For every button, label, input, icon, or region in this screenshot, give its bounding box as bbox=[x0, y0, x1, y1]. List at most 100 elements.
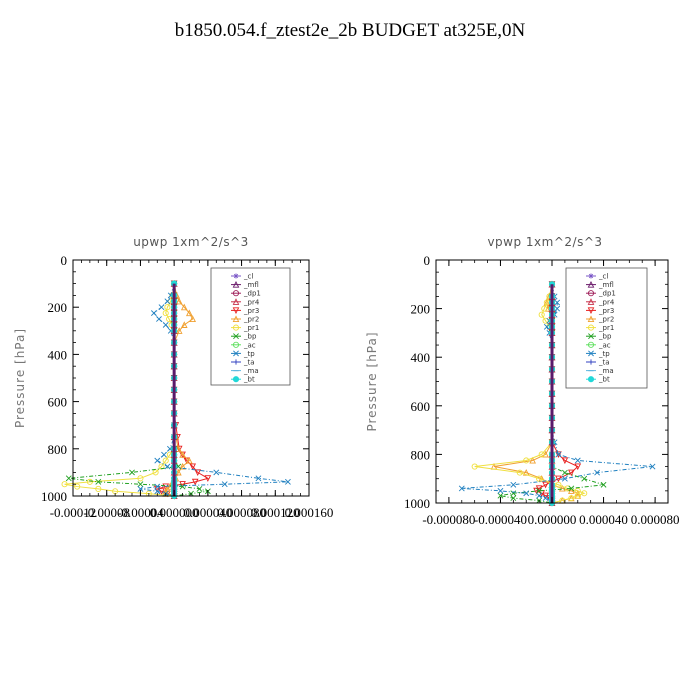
legend-marker bbox=[233, 333, 239, 340]
y-tick-label: 800 bbox=[48, 442, 68, 457]
chart-title: vpwp 1xm^2/s^3 bbox=[487, 235, 602, 249]
legend-label: _pr2 bbox=[243, 316, 259, 324]
x-tick-label: 0.000120 bbox=[251, 505, 300, 520]
legend-label: _tp bbox=[598, 350, 610, 358]
series-group bbox=[61, 279, 291, 500]
legend-marker bbox=[232, 280, 240, 288]
series-group bbox=[458, 280, 656, 507]
data-point_pr1 bbox=[137, 475, 144, 482]
data-point_tp bbox=[649, 463, 656, 470]
x-tick-label: -0.00008 bbox=[83, 505, 130, 520]
y-tick-label: 800 bbox=[411, 447, 431, 462]
data-point_tp bbox=[543, 323, 550, 330]
y-tick-label: 0 bbox=[424, 253, 431, 268]
data-point_bp bbox=[179, 483, 186, 490]
series-line_pr1 bbox=[64, 283, 175, 497]
data-point_tp bbox=[161, 451, 167, 458]
data-point_bp bbox=[561, 469, 568, 476]
data-point_tp bbox=[158, 304, 165, 311]
data-point_bp bbox=[196, 486, 203, 492]
data-point_pr3 bbox=[158, 488, 165, 495]
data-point_tp bbox=[150, 310, 157, 317]
data-point_bp bbox=[600, 481, 607, 488]
data-point_pr1 bbox=[74, 483, 81, 490]
y-tick-label: 0 bbox=[61, 253, 68, 268]
data-point_tp bbox=[523, 490, 530, 497]
data-point_pr3 bbox=[204, 475, 212, 482]
data-point_bp bbox=[581, 475, 588, 482]
data-point_pr3 bbox=[189, 463, 197, 471]
legend-marker bbox=[232, 324, 240, 331]
x-tick-label: 0.000080 bbox=[631, 512, 680, 527]
data-point_pr2 bbox=[189, 315, 197, 323]
data-point_tp bbox=[137, 486, 144, 492]
legend-marker bbox=[587, 307, 595, 315]
data-point_bp bbox=[497, 492, 504, 499]
data-point_pr2 bbox=[175, 327, 183, 334]
legend-marker bbox=[587, 280, 595, 288]
x-tick-label: -0.00012 bbox=[50, 505, 97, 520]
legend-label: _dp1 bbox=[243, 290, 261, 298]
legend-label: _ta bbox=[598, 359, 610, 367]
y-axis-label: Pressure [hPa] bbox=[13, 328, 27, 428]
legend-label: _dp1 bbox=[598, 290, 616, 298]
legend-marker bbox=[588, 273, 594, 279]
data-point_pr2 bbox=[558, 484, 566, 492]
data-point_pr1 bbox=[164, 304, 171, 311]
data-point_pr1 bbox=[568, 495, 575, 502]
data-point_pr1 bbox=[162, 310, 169, 317]
y-tick-label: 200 bbox=[411, 302, 431, 317]
data-point_tp bbox=[162, 321, 169, 328]
legend-label: _pr3 bbox=[243, 307, 259, 315]
legend: _cl_mfl_dp1_pr4_pr3_pr2_pr1_bp_ac_tp_ta_… bbox=[565, 267, 648, 389]
legend: _cl_mfl_dp1_pr4_pr3_pr2_pr1_bp_ac_tp_ta_… bbox=[210, 267, 291, 386]
data-point_bp bbox=[510, 495, 517, 502]
data-point_pr1 bbox=[162, 457, 169, 464]
legend-marker bbox=[232, 315, 240, 323]
data-point_pr2 bbox=[179, 451, 186, 458]
legend-marker bbox=[232, 376, 240, 383]
legend-marker bbox=[587, 376, 595, 383]
data-point_pr2 bbox=[568, 487, 575, 494]
data-point_tp bbox=[458, 485, 465, 492]
legend-marker bbox=[588, 350, 594, 357]
data-point_tp bbox=[255, 475, 262, 482]
legend-label: _ta bbox=[243, 359, 255, 367]
legend-label: _bp bbox=[243, 333, 257, 341]
legend-marker bbox=[232, 341, 240, 348]
legend-label: _bp bbox=[598, 333, 612, 341]
data-point_pr1 bbox=[555, 481, 562, 488]
x-tick-label: -0.00004 bbox=[117, 505, 164, 520]
y-tick-label: 1000 bbox=[404, 496, 430, 511]
data-point_pr2 bbox=[522, 469, 530, 476]
data-point_pr3 bbox=[191, 478, 199, 486]
chart-title: upwp 1xm^2/s^3 bbox=[133, 235, 249, 249]
data-point_pr3 bbox=[555, 475, 562, 483]
legend-label: _pr3 bbox=[598, 307, 614, 315]
chart-panel-2: vpwp 1xm^2/s^3 Pressure [hPa] 0 200 400 600 80… bbox=[365, 235, 679, 527]
chart-panel-1: upwp 1xm^2/s^3 Pressure [hPa] 0 200 400 600 80… bbox=[13, 235, 333, 520]
data-point_tp bbox=[536, 492, 543, 499]
page-title: b1850.054.f_ztest2e_2b BUDGET at325E,0N bbox=[174, 20, 526, 41]
x-tick-label: 0.000160 bbox=[285, 505, 334, 520]
legend-label: _pr1 bbox=[598, 324, 614, 332]
data-point_pr3 bbox=[561, 457, 569, 465]
data-point_tp bbox=[555, 451, 562, 458]
data-point_tp bbox=[497, 487, 504, 494]
data-point_tp bbox=[574, 457, 581, 464]
legend-marker bbox=[587, 298, 595, 305]
data-point_pr1 bbox=[542, 317, 549, 324]
data-point_pr2 bbox=[185, 309, 193, 317]
data-point_pr1 bbox=[536, 475, 543, 482]
data-point_pr2 bbox=[179, 462, 186, 470]
y-tick-label: 400 bbox=[411, 350, 431, 365]
y-tick-label: 400 bbox=[48, 347, 68, 362]
data-point_pr1 bbox=[61, 481, 68, 488]
data-point_tp bbox=[542, 495, 549, 502]
data-point_bp bbox=[129, 469, 135, 476]
x-tick-label: 0.000000 bbox=[150, 505, 199, 520]
legend-label: _bt bbox=[243, 376, 255, 384]
y-tick-label: 200 bbox=[48, 300, 68, 315]
legend-marker bbox=[233, 359, 239, 365]
legend-marker bbox=[588, 333, 594, 340]
